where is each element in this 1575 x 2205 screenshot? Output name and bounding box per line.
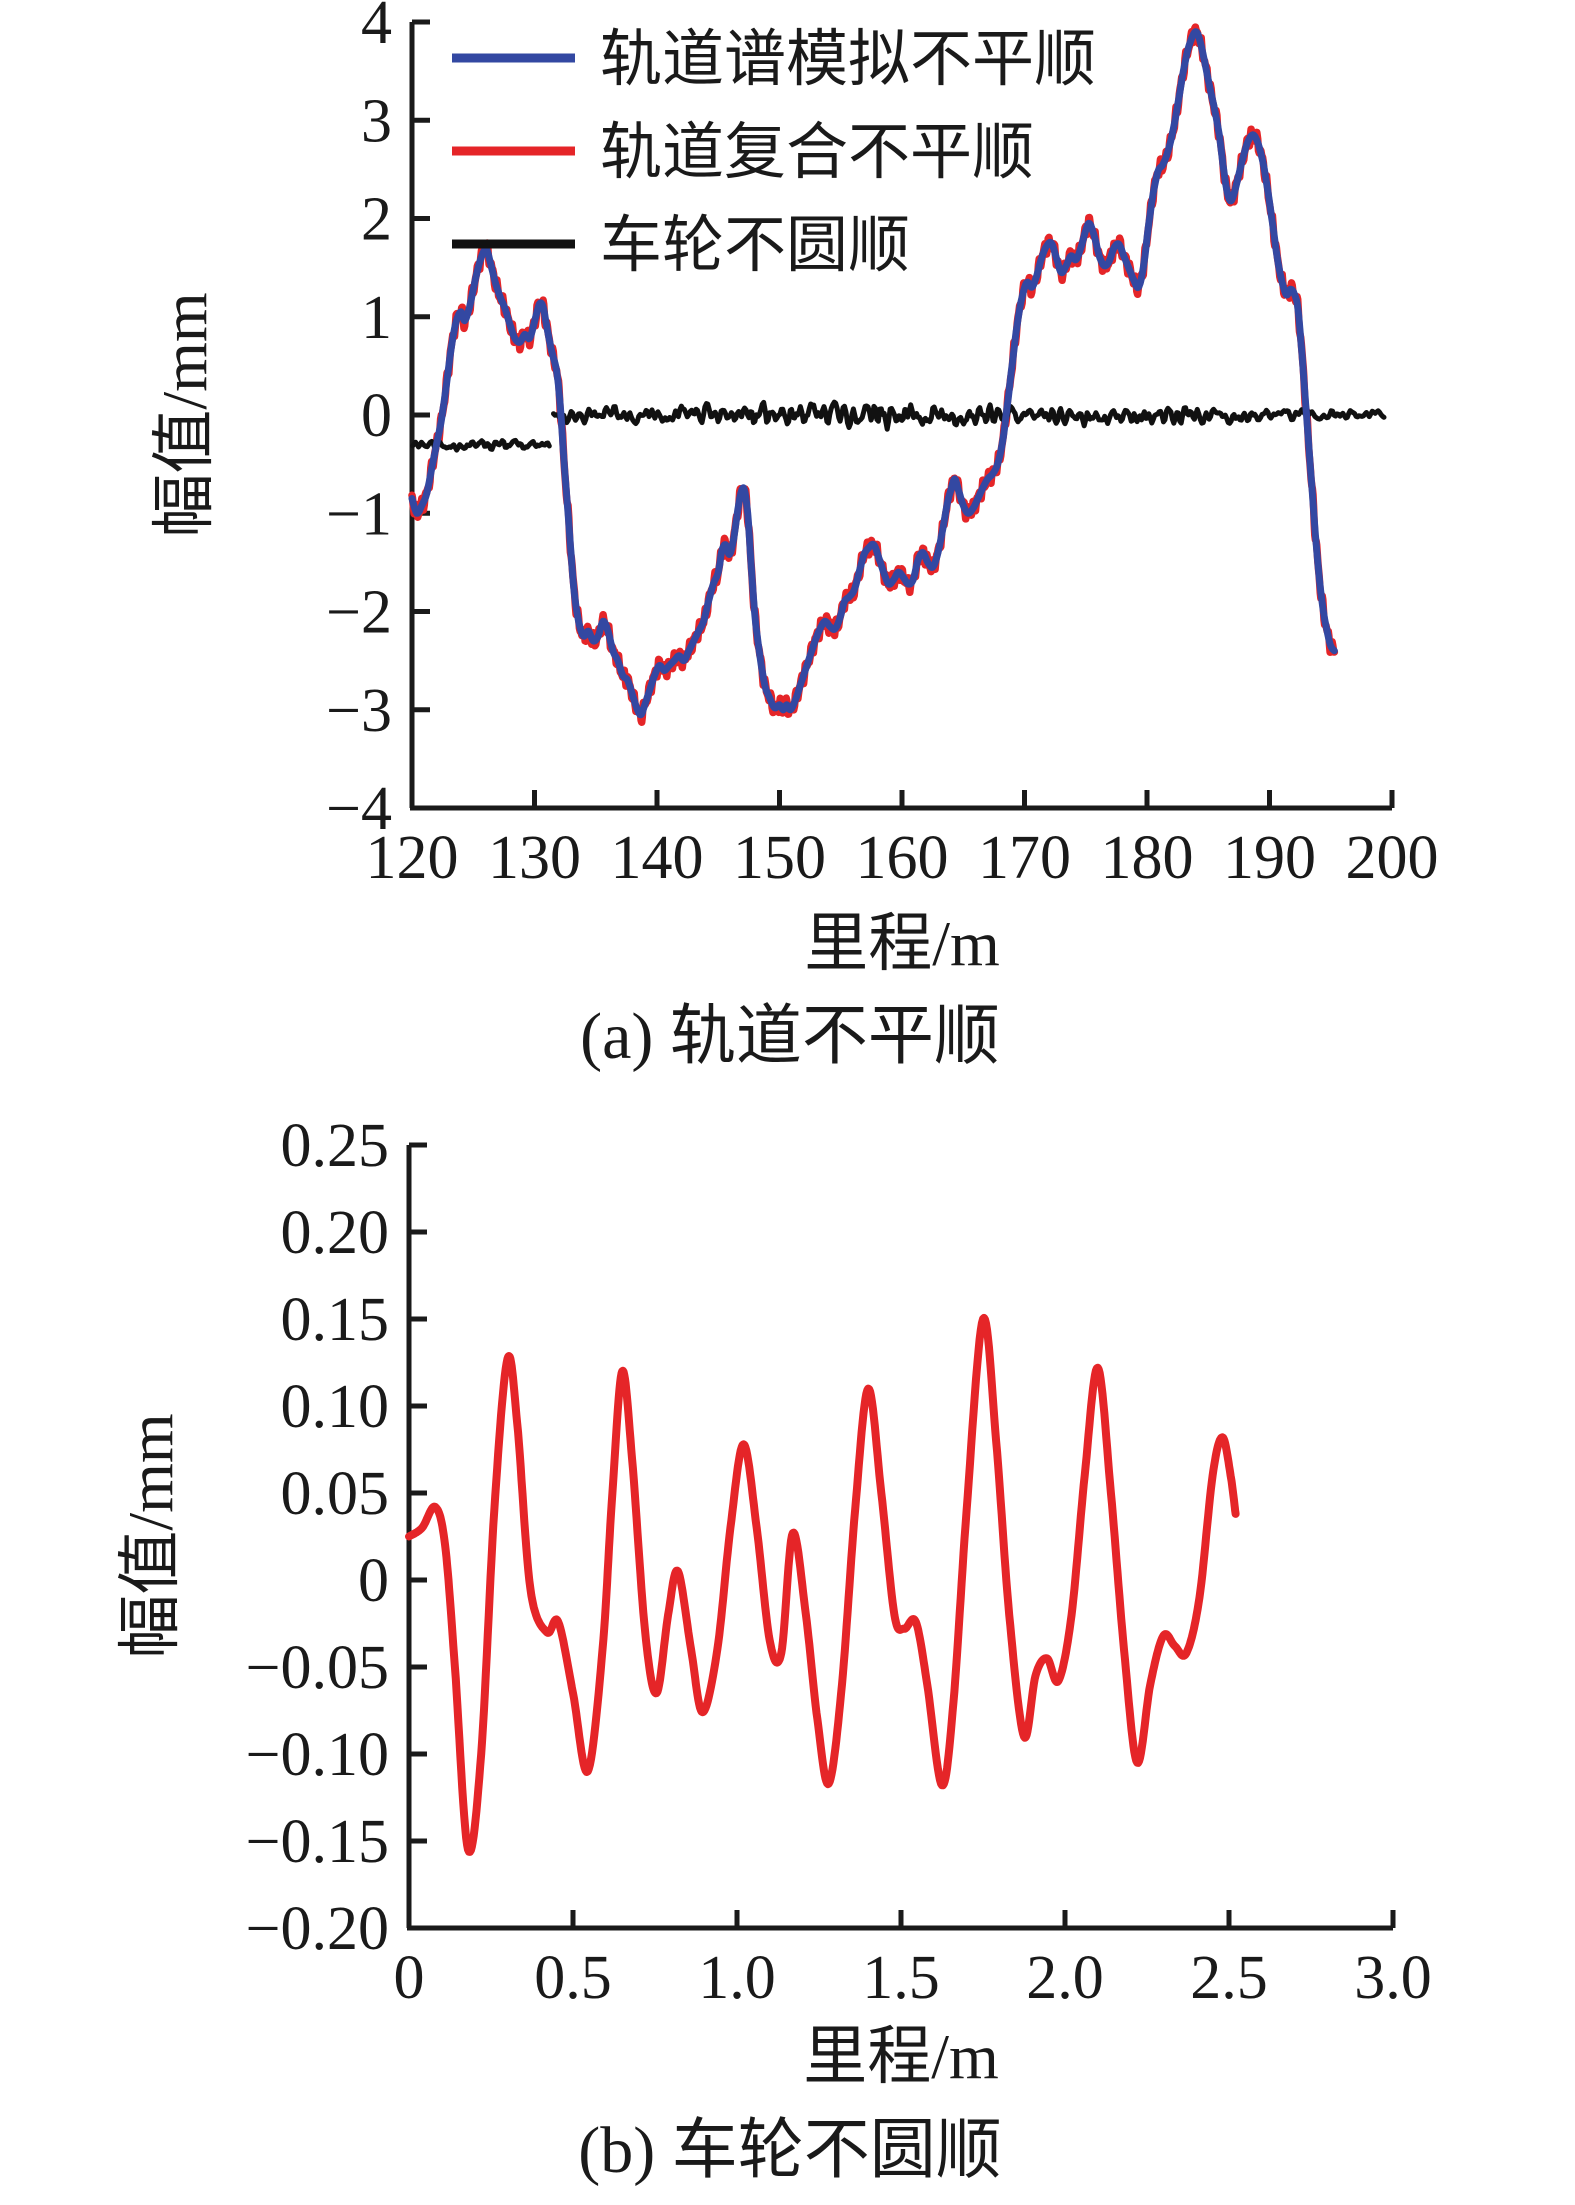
chart-a-x-axis-title: 里程/m (804, 908, 1000, 979)
chart-b-y-tick-label: 0 (358, 1547, 389, 1615)
chart-a-y-tick-label: 3 (361, 87, 392, 155)
chart-b-y-tick-label: 0.25 (281, 1112, 390, 1180)
chart-b-x-tick-label: 1.0 (698, 1944, 776, 2012)
legend-label-comp: 轨道复合不平顺 (600, 119, 1034, 187)
chart-a-y-tick-label: −4 (326, 775, 392, 843)
chart-b-y-tick-label: 0.05 (281, 1460, 390, 1528)
chart-b-y-tick-label: −0.10 (246, 1721, 389, 1789)
series-wheel-profile (405, 1313, 1240, 1856)
chart-b-y-tick-label: 0.15 (281, 1286, 390, 1354)
chart-a-caption: (a) 轨道不平顺 (580, 1000, 1000, 1073)
legend-label-wheel: 车轮不圆顺 (600, 212, 910, 280)
chart-b-x-tick-label: 2.5 (1190, 1944, 1268, 2012)
chart-a-x-tick-label: 170 (978, 824, 1071, 892)
chart-b-x-tick-label: 0.5 (534, 1944, 612, 2012)
chart-a-y-tick-label: −1 (326, 480, 392, 548)
chart-b-plot: 0.25 0.20 0.15 0.10 0.05 0 −0.05 −0.10 −0.15 −0.2… (246, 1112, 1432, 2012)
chart-b-x-tick-label: 2.0 (1026, 1944, 1104, 2012)
chart-b-y-axis-title: 幅值/mm (115, 1413, 186, 1658)
chart-a-x-tick-label: 180 (1101, 824, 1194, 892)
chart-a-y-tick-label: 0 (361, 382, 392, 450)
chart-a-x-tick-label: 140 (611, 824, 704, 892)
series-track-simulated (408, 28, 1338, 719)
chart-b-x-tick-label: 3.0 (1354, 1944, 1432, 2012)
chart-b-y-tick-label: −0.20 (246, 1895, 389, 1963)
chart-a-y-tick-label: −2 (326, 579, 392, 647)
chart-a-x-tick-label: 200 (1346, 824, 1439, 892)
chart-b-y-tick-label: −0.15 (246, 1808, 389, 1876)
chart-a-x-tick-label: 120 (366, 824, 459, 892)
series-wheel-irregularity-1 (551, 399, 1387, 432)
chart-b-y-tick-label: 0.10 (281, 1373, 390, 1441)
chart-a-x-tick-label: 130 (488, 824, 581, 892)
chart-b-x-axis-title: 里程/m (803, 2021, 999, 2092)
chart-b-y-tick-label: −0.05 (246, 1634, 389, 1702)
chart-a-x-tick-label: 150 (733, 824, 826, 892)
chart-b-x-tick-label: 0 (394, 1944, 425, 2012)
chart-b-x-tick-label: 1.5 (862, 1944, 940, 2012)
chart-a-y-tick-label: 1 (361, 284, 392, 352)
chart-b-caption: (b) 车轮不圆顺 (578, 2114, 1001, 2187)
chart-b-y-tick-label: 0.20 (281, 1199, 390, 1267)
chart-a-y-tick-label: 4 (361, 0, 392, 57)
chart-a-x-tick-label: 190 (1223, 824, 1316, 892)
chart-a-y-tick-label: 2 (361, 186, 392, 254)
chart-a-x-tick-label: 160 (856, 824, 949, 892)
legend-label-sim: 轨道谱模拟不平顺 (600, 26, 1096, 94)
chart-a-y-tick-label: −3 (326, 677, 392, 745)
chart-a-y-axis-title: 幅值/mm (149, 292, 220, 537)
